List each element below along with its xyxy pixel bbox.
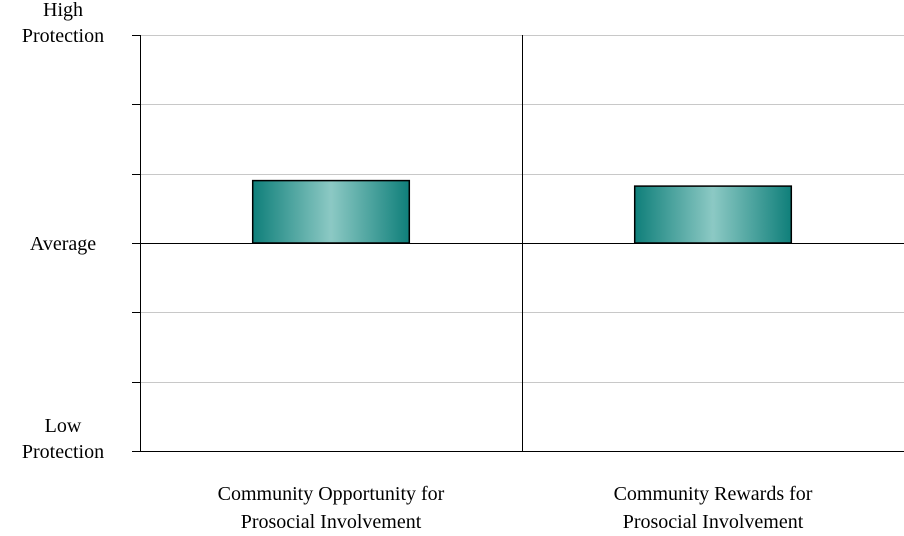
labels: High Protection Average Low Protection Commun… (22, 0, 813, 533)
x-category-label-line: Community Opportunity for (218, 483, 445, 505)
y-label-1: High Protection (22, 0, 104, 47)
x-category-label-1: Community Opportunity for Prosocial Invol… (218, 483, 445, 533)
y-label-line: Protection (22, 441, 104, 463)
y-label-3: Low Protection (22, 415, 104, 463)
y-label-line: Protection (22, 25, 104, 47)
x-category-label-2: Community Rewards for Prosocial Involveme… (614, 483, 813, 533)
y-label-line: High (43, 0, 83, 21)
bar-1 (251, 179, 411, 244)
x-category-label-line: Prosocial Involvement (241, 511, 422, 533)
bar-2 (633, 185, 793, 244)
bars (251, 179, 793, 244)
y-label-2: Average (30, 233, 96, 255)
x-category-label-line: Prosocial Involvement (623, 511, 804, 533)
y-label-line: Average (30, 233, 96, 255)
y-label-line: Low (45, 415, 82, 437)
x-category-label-line: Community Rewards for (614, 483, 813, 505)
axes (132, 35, 904, 452)
